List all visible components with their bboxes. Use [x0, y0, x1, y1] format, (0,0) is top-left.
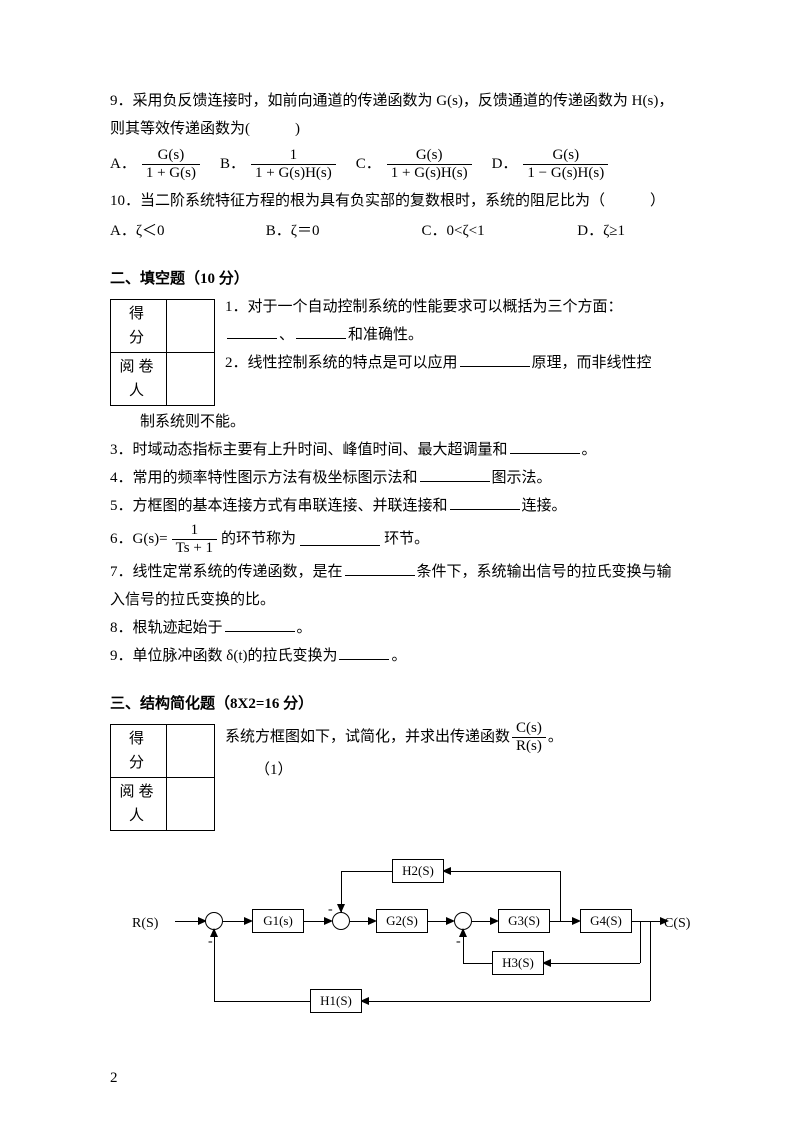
section-2-title: 二、填空题（10 分）: [110, 267, 715, 291]
diag-H1: H1(S): [310, 989, 362, 1013]
diag-R: R(S): [132, 913, 158, 935]
fill-q3-text: 3．时域动态指标主要有上升时间、峰值时间、最大超调量和: [110, 442, 508, 458]
fill-q7-b-text: 条件下，系统输出信号的拉氏变换与输: [417, 564, 672, 580]
sec3-text-b: 。: [548, 725, 563, 749]
question-9-line2: 则其等效传递函数为( ): [110, 117, 715, 141]
blank-8: [225, 618, 295, 632]
fill-q2-c: 制系统则不能。: [110, 410, 715, 434]
diag-G2: G2(S): [376, 909, 428, 933]
fill-q5-tail: 连接。: [522, 498, 567, 514]
diag-G3: G3(S): [498, 909, 550, 933]
q10-opt-b: B．ζ＝0: [266, 219, 404, 243]
blank-2: [460, 353, 530, 367]
fill-q8-text: 8．根轨迹起始于: [110, 620, 223, 636]
q9-d-num: G(s): [523, 147, 608, 165]
sec3-text: 系统方框图如下，试简化，并求出传递函数 C(s)R(s) 。: [225, 720, 715, 754]
fill-q1-sep: 、: [279, 327, 294, 343]
score2-label-2: 阅卷人: [111, 353, 167, 406]
fill-q9-text: 9．单位脉冲函数 δ(t)的拉氏变换为: [110, 648, 337, 664]
fill-q6-a: 6．G(s)=: [110, 527, 168, 551]
q9-opt-c: C． G(s)1 + G(s)H(s): [356, 147, 474, 181]
fill-q7-a: 7．线性定常系统的传递函数，是在 条件下，系统输出信号的拉氏变换与输: [110, 560, 715, 584]
fill-q6-b: 的环节称为: [221, 527, 296, 551]
q10-opt-c: C．0<ζ<1: [422, 219, 560, 243]
fill-q4: 4．常用的频率特性图示方法有极坐标图示法和 图示法。: [110, 466, 715, 490]
block-diagram: R(S) C(S) - G1(s) - G2(S) - G3(S) G4: [170, 841, 690, 1031]
q10-opt-d: D．ζ≥1: [577, 219, 715, 243]
score3-cell-1: [167, 725, 215, 778]
section-3-title: 三、结构简化题（8X2=16 分）: [110, 692, 715, 716]
fill-q1-tail: 和准确性。: [348, 327, 423, 343]
blank-6: [300, 532, 380, 546]
fill-q8: 8．根轨迹起始于 。: [110, 616, 715, 640]
fill-q2-b-text: 原理，而非线性控: [532, 355, 652, 371]
question-10: 10．当二阶系统特征方程的根为具有负实部的复数根时，系统的阻尼比为（ ）: [110, 189, 715, 213]
sec3-text-a: 系统方框图如下，试简化，并求出传递函数: [225, 725, 510, 749]
q9-opt-b: B． 11 + G(s)H(s): [220, 147, 338, 181]
q9-d-den: 1 − G(s)H(s): [523, 165, 608, 182]
score-box-2: 得 分 阅卷人: [110, 299, 215, 406]
blank-9: [339, 646, 389, 660]
minus-2: -: [328, 899, 333, 921]
blank-4: [420, 468, 490, 482]
fill-q5: 5．方框图的基本连接方式有串联连接、并联连接和 连接。: [110, 494, 715, 518]
score2-cell-1: [167, 300, 215, 353]
question-9-line1: 9．采用负反馈连接时，如前向通道的传递函数为 G(s)，反馈通道的传递函数为 H…: [110, 89, 715, 113]
score-box-3: 得 分 阅卷人: [110, 724, 215, 831]
q9-b-den: 1 + G(s)H(s): [251, 165, 336, 182]
fill-q6-den: Ts + 1: [172, 540, 217, 557]
fill-q3: 3．时域动态指标主要有上升时间、峰值时间、最大超调量和 。: [110, 438, 715, 462]
diag-G4: G4(S): [580, 909, 632, 933]
score3-cell-2: [167, 778, 215, 831]
fill-q7-a-text: 7．线性定常系统的传递函数，是在: [110, 564, 343, 580]
sum-2: [332, 912, 350, 930]
q9-opt-a: A． G(s)1 + G(s): [110, 147, 202, 181]
blank-7: [345, 562, 415, 576]
q9-c-den: 1 + G(s)H(s): [387, 165, 472, 182]
score2-label-1: 得 分: [111, 300, 167, 353]
diag-G1: G1(s): [252, 909, 304, 933]
q9-b-num: 1: [251, 147, 336, 165]
q10-options: A．ζ＜0 B．ζ＝0 C．0<ζ<1 D．ζ≥1: [110, 219, 715, 243]
sec3-frac-den: R(s): [512, 738, 546, 755]
diag-H3: H3(S): [492, 951, 544, 975]
fill-q7-c: 入信号的拉氏变换的比。: [110, 588, 715, 612]
q9-opt-c-label: C．: [356, 152, 381, 176]
fill-q2-a-text: 2．线性控制系统的特点是可以应用: [225, 355, 458, 371]
q9-a-den: 1 + G(s): [142, 165, 200, 182]
blank-1b: [296, 325, 346, 339]
fill-q9: 9．单位脉冲函数 δ(t)的拉氏变换为 。: [110, 644, 715, 668]
fill-q6-c: 环节。: [384, 527, 429, 551]
q9-c-num: G(s): [387, 147, 472, 165]
blank-1a: [227, 325, 277, 339]
q9-opt-d-label: D．: [492, 152, 518, 176]
page-number: 2: [110, 1066, 118, 1090]
fill-q4-text: 4．常用的频率特性图示方法有极坐标图示法和: [110, 470, 418, 486]
fill-q6-num: 1: [172, 522, 217, 540]
q9-opt-a-label: A．: [110, 152, 136, 176]
fill-q6: 6．G(s)= 1Ts + 1 的环节称为 环节。: [110, 522, 715, 556]
q10-opt-a: A．ζ＜0: [110, 219, 248, 243]
sec3-frac-num: C(s): [512, 720, 546, 738]
blank-3: [510, 440, 580, 454]
fill-q4-tail: 图示法。: [492, 470, 552, 486]
fill-q9-tail: 。: [391, 648, 406, 664]
score3-label-2: 阅卷人: [111, 778, 167, 831]
q9-options: A． G(s)1 + G(s) B． 11 + G(s)H(s) C． G(s)…: [110, 147, 715, 181]
q9-opt-d: D． G(s)1 − G(s)H(s): [492, 147, 611, 181]
diag-H2: H2(S): [392, 859, 444, 883]
q9-opt-b-label: B．: [220, 152, 245, 176]
fill-q8-tail: 。: [297, 620, 312, 636]
q9-a-num: G(s): [142, 147, 200, 165]
score2-cell-2: [167, 353, 215, 406]
fill-q3-tail: 。: [582, 442, 597, 458]
fill-q5-text: 5．方框图的基本连接方式有串联连接、并联连接和: [110, 498, 448, 514]
blank-5: [450, 496, 520, 510]
score3-label-1: 得 分: [111, 725, 167, 778]
